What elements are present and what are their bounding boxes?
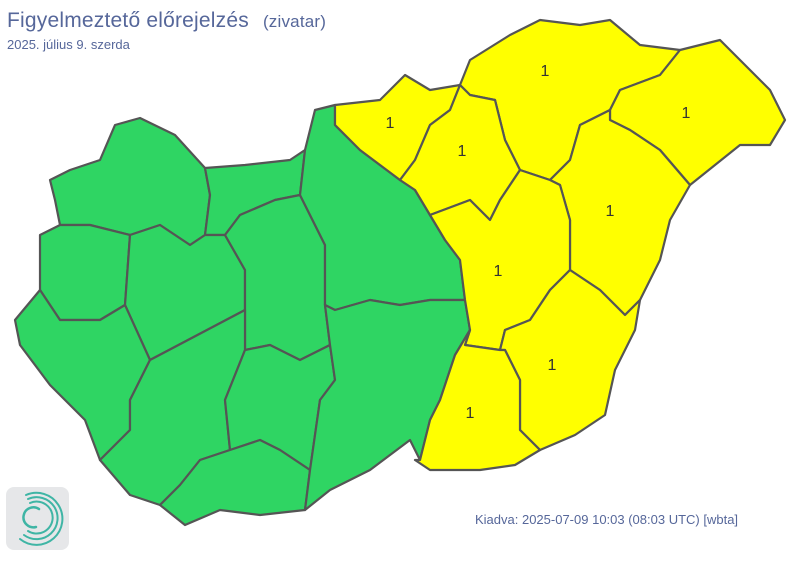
issued-timestamp: Kiadva: 2025-07-09 10:03 (08:03 UTC) [wb… [475, 512, 739, 527]
forecast-date: 2025. július 9. szerda [7, 37, 130, 52]
county-region[interactable] [413, 328, 542, 472]
county-region[interactable] [158, 438, 312, 527]
county-region[interactable] [608, 38, 787, 187]
warning-level-label: 1 [548, 357, 557, 374]
county-region[interactable] [38, 223, 132, 322]
warning-level-label: 1 [386, 115, 395, 132]
phenomenon-label: (zivatar) [262, 12, 327, 31]
warning-level-label: 1 [494, 263, 503, 280]
spiral-logo-icon [19, 491, 64, 546]
warning-level-label: 1 [682, 105, 691, 122]
service-logo [6, 487, 69, 550]
warning-level-label: 1 [606, 203, 615, 220]
warning-level-label: 1 [458, 143, 467, 160]
warning-level-label: 1 [541, 63, 550, 80]
title-text: Figyelmeztető előrejelzés [7, 9, 249, 32]
page-title: Figyelmeztető előrejelzés (zivatar) [7, 9, 326, 33]
warning-level-label: 1 [466, 405, 475, 422]
